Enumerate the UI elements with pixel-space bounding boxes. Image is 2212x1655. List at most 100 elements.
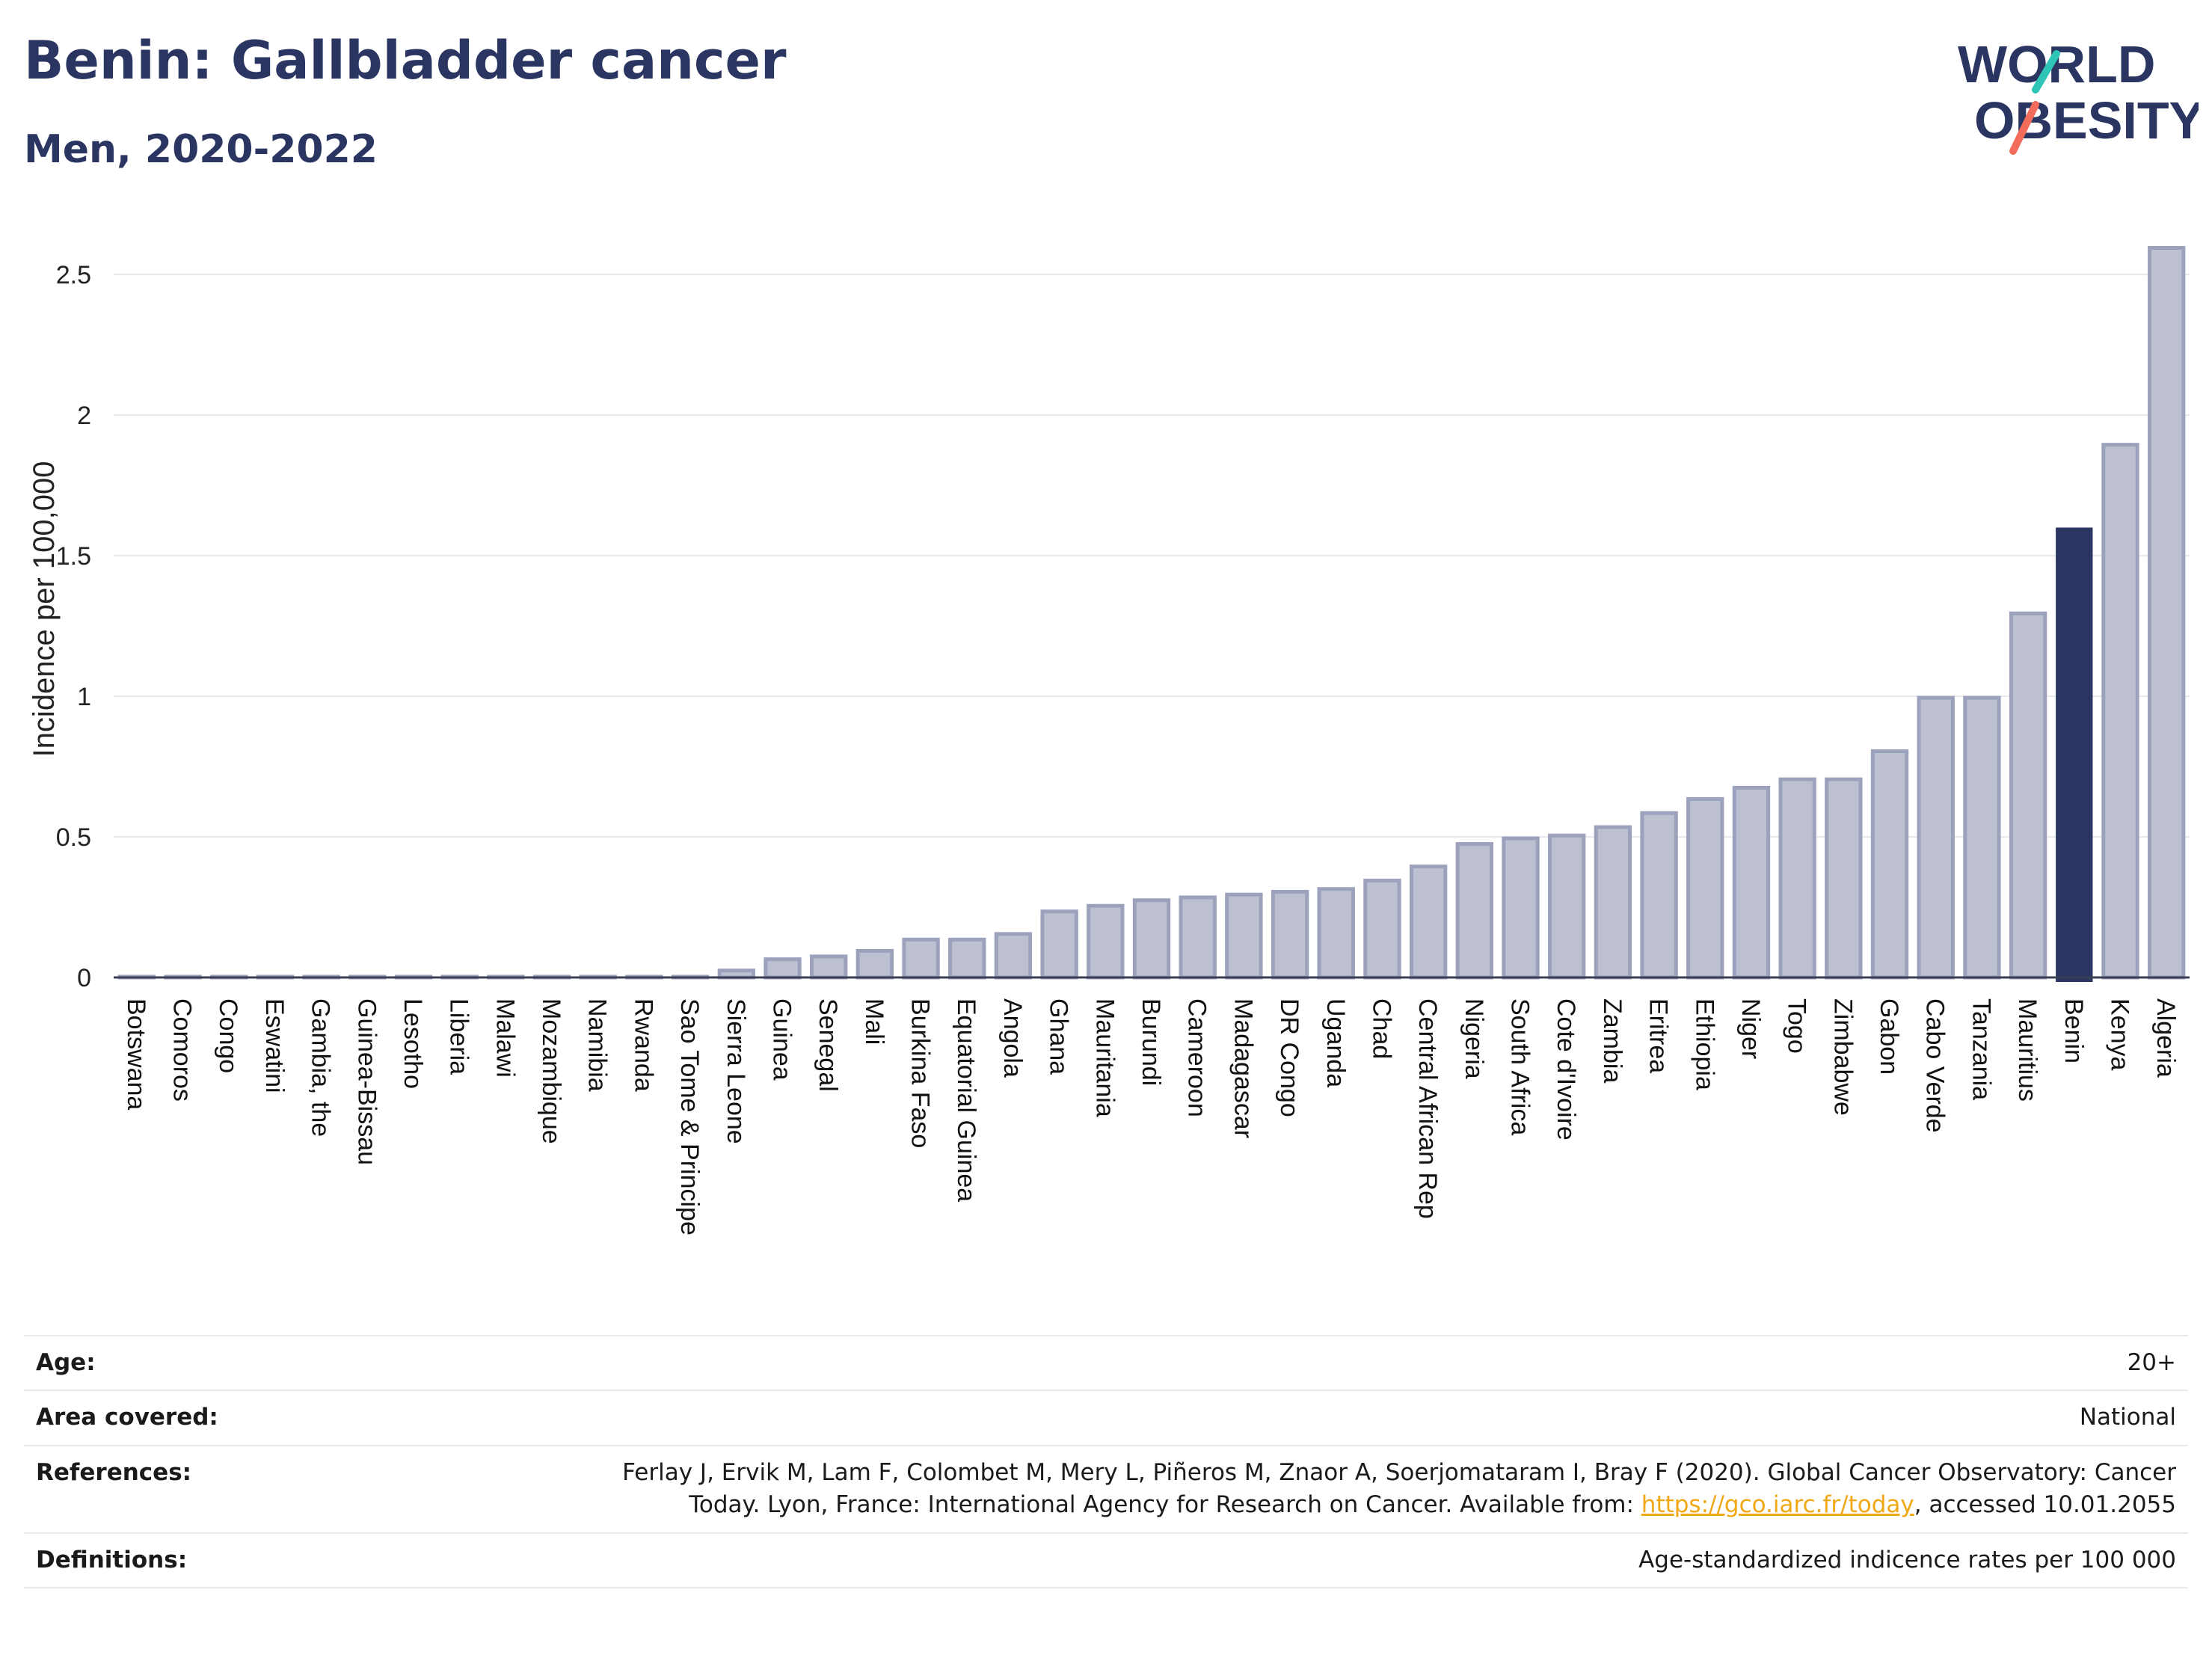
x-tick-label: Nigeria [1460,998,1488,1079]
x-tick-label: Guinea [767,998,796,1081]
bar [2147,246,2186,980]
x-tick-label: Sao Tome & Principe [675,998,704,1235]
bar-chart: 0 0.5 1 1.5 2 2.5 Incidence per 100,000 Botswan… [28,246,2190,1235]
bar [1963,696,2001,980]
info-row-age: Age: 20+ [24,1334,2188,1391]
logo-line1: WORLD [1958,35,2155,93]
bar [1548,833,1586,980]
info-row-area: Area covered: National [24,1390,2188,1446]
x-tick-label: Kenya [2105,998,2133,1070]
x-tick-label: Mauritius [2013,998,2042,1102]
x-tick-label: Burundi [1137,998,1165,1086]
x-tick-label: Central African Rep [1413,998,1442,1219]
bar [1778,777,1816,980]
bar [810,954,848,980]
x-tick-label: Algeria [2151,998,2180,1078]
x-tick-label: Congo [214,998,242,1073]
bar [1225,892,1263,980]
x-tick-label: Mozambique [537,998,565,1144]
x-tick-label: Senegal [814,998,842,1092]
bar [2101,443,2139,980]
references-link[interactable]: https://gco.iarc.fr/today [1641,1491,1914,1519]
bar [1594,825,1632,980]
x-tick-label: Mauritania [1090,998,1119,1117]
bar [855,948,894,980]
x-tick-label: Lesotho [399,998,427,1089]
bar [1502,836,1540,980]
bar [1363,878,1401,980]
x-tick-label: South Africa [1506,998,1534,1135]
info-table: Age: 20+ Area covered: National Referenc… [24,1334,2188,1588]
y-tick-label: 0 [77,964,91,992]
x-tick-label: Botswana [122,998,150,1110]
x-tick-label: Liberia [445,998,473,1075]
logo-teal-stroke [2032,50,2060,93]
bar [1917,696,1955,980]
bar [994,932,1033,980]
x-tick-label: Malawi [491,998,519,1078]
x-tick-label: DR Congo [1275,998,1303,1117]
x-tick-label: Guinea-Bissau [352,998,381,1165]
world-obesity-logo: WORLD OBESITY [1958,35,2199,155]
x-tick-label: Angola [998,998,1027,1078]
y-tick-label: 0.5 [56,823,91,852]
x-tick-label: Uganda [1321,998,1350,1087]
bar [1732,785,1771,980]
area-label: Area covered: [24,1390,497,1446]
info-row-references: References: Ferlay J, Ervik M, Lam F, Co… [24,1444,2188,1533]
x-tick-label: Gambia, the [307,998,335,1137]
bar-highlight [2056,527,2093,982]
x-tick-label: Togo [1783,998,1811,1054]
bar [1087,903,1125,980]
bar [2009,611,2047,980]
x-tick-label: Chad [1367,998,1395,1059]
age-value: 20+ [497,1334,2188,1391]
x-tick-label: Benin [2059,998,2088,1063]
y-tick-label: 1.5 [56,542,91,571]
bar [1409,865,1448,980]
x-tick-label: Ghana [1045,998,1073,1075]
bar [764,957,802,980]
bar [1271,889,1309,980]
y-axis-label: Incidence per 100,000 [28,461,61,758]
chart-title: Benin: Gallbladder cancer [24,30,787,91]
definitions-label: Definitions: [24,1532,497,1588]
y-tick-label: 2.5 [56,261,91,289]
bar [1686,796,1724,980]
x-tick-label: Sierra Leone [722,998,750,1144]
bar [1640,811,1678,980]
info-row-definitions: Definitions: Age-standardized indicence … [24,1532,2188,1588]
references-label: References: [24,1444,497,1533]
x-tick-label: Zambia [1598,998,1626,1083]
x-tick-label: Cameroon [1183,998,1211,1117]
references-line2-post: , accessed 10.01.2055 [1914,1491,2176,1519]
y-tick-label: 2 [77,402,91,430]
bar [948,937,986,980]
logo-line2: OBESITY [1974,91,2199,150]
definitions-value: Age-standardized indicence rates per 100… [497,1532,2188,1588]
x-tick-label: Zimbabwe [1828,998,1857,1116]
chart-subtitle: Men, 2020-2022 [24,127,378,172]
references-line1: Ferlay J, Ervik M, Lam F, Colombet M, Me… [622,1458,2176,1486]
x-tick-label: Niger [1736,998,1765,1059]
x-tick-label: Mali [860,998,888,1045]
x-tick-label: Gabon [1875,998,1903,1075]
x-tick-label: Equatorial Guinea [952,998,980,1202]
bar [902,937,940,980]
x-tick-label: Rwanda [629,998,657,1092]
age-label: Age: [24,1334,497,1391]
bar [1179,895,1217,980]
bar [1132,898,1171,980]
x-tick-label: Namibia [583,998,612,1092]
x-tick-label: Eritrea [1644,998,1673,1073]
x-tick-label: Ethiopia [1690,998,1718,1090]
references-value: Ferlay J, Ervik M, Lam F, Colombet M, Me… [497,1444,2188,1533]
x-tick-label: Madagascar [1229,998,1257,1138]
x-tick-label: Cabo Verde [1921,998,1950,1133]
x-tick-label: Eswatini [260,998,289,1093]
x-tick-label: Cote d'Ivoire [1552,998,1580,1140]
y-tick-label: 1 [77,683,91,711]
bar [1825,777,1863,980]
x-tick-label: Tanzania [1967,998,1995,1100]
references-line2-pre: Today. Lyon, France: International Agenc… [689,1491,1641,1519]
